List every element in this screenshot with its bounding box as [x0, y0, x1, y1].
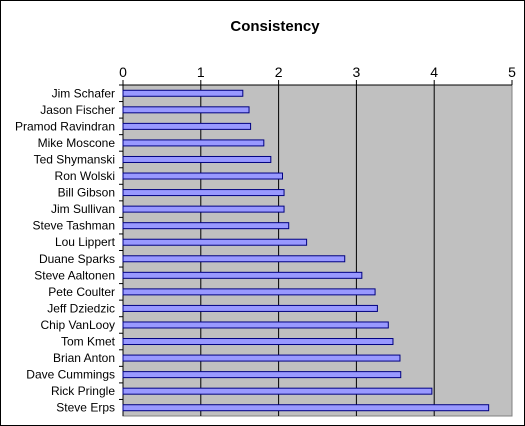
bar [122, 205, 285, 213]
category-label: Steve Aaltonen [34, 268, 115, 282]
bar [122, 371, 402, 379]
bar [122, 321, 389, 329]
category-label: Rick Pringle [51, 384, 115, 398]
bar [122, 255, 346, 263]
x-tick-label: 2 [275, 64, 283, 80]
bar [122, 288, 376, 296]
bar [122, 304, 378, 312]
bar [122, 122, 252, 130]
bar [122, 222, 290, 230]
category-label: Tom Kmet [61, 335, 116, 349]
category-label: Ron Wolski [55, 169, 115, 183]
category-label: Mike Moscone [38, 136, 116, 150]
bar [122, 271, 363, 279]
bar [122, 155, 272, 163]
category-labels: Jim Schafer Jason Fischer Pramod Ravindran… [15, 84, 123, 415]
category-label: Steve Tashman [33, 219, 116, 233]
x-tick-label: 1 [197, 64, 205, 80]
bar [122, 387, 433, 395]
category-label: Jeff Dziedzic [47, 301, 115, 315]
bar [122, 89, 244, 97]
category-label: Dave Cummings [26, 368, 115, 382]
chart-title: Consistency [230, 18, 320, 35]
category-label: Jim Schafer [52, 86, 115, 100]
bar [122, 338, 394, 346]
plot-area [122, 84, 513, 417]
category-label: Lou Lippert [55, 235, 116, 249]
category-label: Pete Coulter [48, 285, 115, 299]
category-label: Jim Sullivan [51, 202, 115, 216]
x-tick-label: 3 [353, 64, 361, 80]
category-label: Duane Sparks [39, 252, 115, 266]
bar [122, 404, 490, 412]
bar [122, 139, 265, 147]
x-tick-label: 0 [119, 64, 127, 80]
x-tick-label: 4 [430, 64, 438, 80]
bar [122, 106, 250, 114]
category-label: Steve Erps [56, 401, 115, 415]
category-label: Pramod Ravindran [15, 119, 115, 133]
category-label: Jason Fischer [40, 103, 115, 117]
category-label: Ted Shymanski [34, 152, 115, 166]
category-label: Chip VanLooy [41, 318, 116, 332]
category-label: Bill Gibson [58, 186, 115, 200]
bar [122, 172, 283, 180]
x-tick-label: 5 [508, 64, 516, 80]
bar [122, 354, 401, 362]
bar [122, 189, 285, 197]
bars [122, 89, 490, 412]
category-label: Brian Anton [53, 351, 115, 365]
bar [122, 238, 308, 246]
